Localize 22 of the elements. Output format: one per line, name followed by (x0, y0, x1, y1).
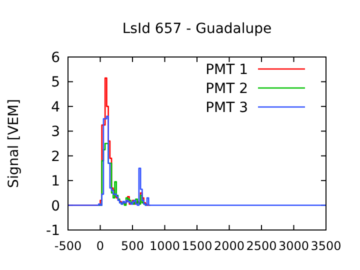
y-tick-label: 2 (51, 148, 60, 165)
y-tick-label: 6 (51, 50, 60, 66)
x-tick-label: 500 (121, 239, 144, 253)
x-tick-label: -500 (54, 239, 82, 253)
x-tick-label: 1500 (182, 239, 212, 253)
y-tick-label: -1 (46, 223, 60, 239)
y-tick-label: 4 (51, 99, 60, 116)
legend-label: PMT 3 (206, 100, 248, 116)
x-tick-label: 3000 (278, 239, 310, 253)
y-tick-label: 5 (51, 74, 60, 91)
y-tick-label: 0 (51, 198, 60, 214)
x-tick-label: 2000 (214, 239, 245, 253)
y-tick-label: 3 (51, 124, 60, 140)
x-tick-label: 2500 (246, 239, 277, 253)
y-tick-label: 1 (51, 174, 60, 190)
x-tick-label: 1000 (149, 239, 180, 253)
x-tick-label: 0 (96, 239, 104, 253)
legend-label: PMT 2 (206, 81, 248, 97)
x-tick-label: 3500 (310, 239, 342, 253)
y-axis-title: Signal [VEM] (6, 99, 22, 188)
legend-label: PMT 1 (206, 62, 248, 78)
chart-title: LsId 657 - Guadalupe (122, 21, 272, 37)
